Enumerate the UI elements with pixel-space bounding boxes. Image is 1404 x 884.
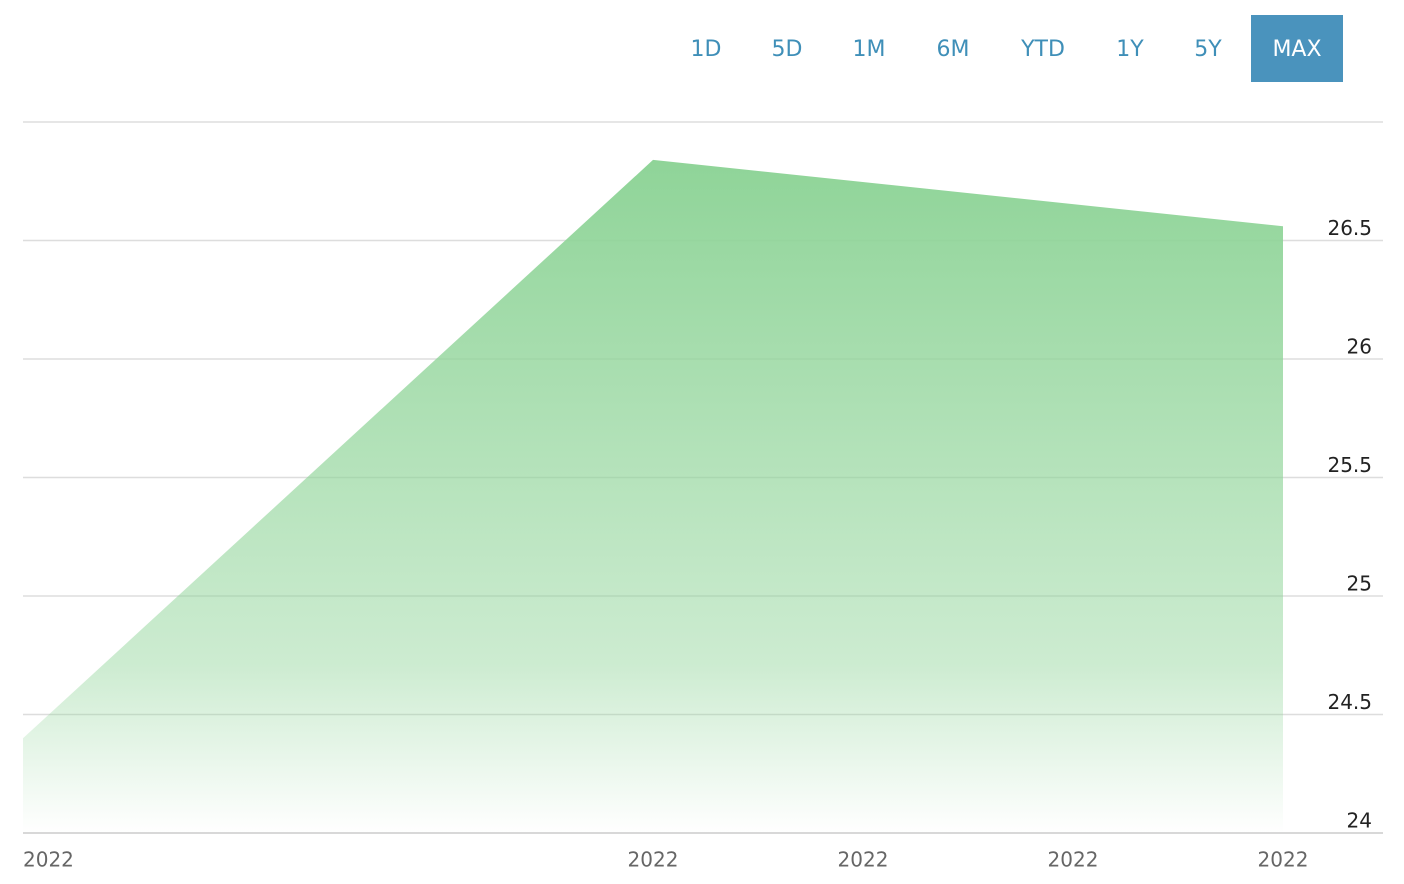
y-tick-label: 26.5 <box>1327 216 1372 240</box>
x-tick-label: 2022 <box>628 848 679 872</box>
y-tick-label: 26 <box>1347 335 1372 359</box>
x-tick-label: 2022 <box>1258 848 1309 872</box>
x-tick-label: 2022 <box>1048 848 1099 872</box>
y-tick-label: 24.5 <box>1327 690 1372 714</box>
range-button[interactable]: 5D <box>772 37 803 62</box>
y-tick-label: 25.5 <box>1327 453 1372 477</box>
y-tick-label: 24 <box>1347 809 1372 833</box>
range-button[interactable]: 1Y <box>1116 37 1144 62</box>
y-tick-label: 25 <box>1347 572 1372 596</box>
range-button[interactable]: 5Y <box>1194 37 1222 62</box>
range-button-bg[interactable] <box>1251 15 1343 82</box>
range-button[interactable]: MAX <box>1272 37 1321 62</box>
area <box>23 159 1283 834</box>
range-button[interactable]: YTD <box>1020 37 1065 62</box>
range-button[interactable]: 6M <box>937 37 970 62</box>
range-button[interactable]: 1D <box>691 37 722 62</box>
x-tick-label: 2022 <box>23 848 74 872</box>
range-button[interactable]: 1M <box>853 37 886 62</box>
x-tick-label: 2022 <box>838 848 889 872</box>
